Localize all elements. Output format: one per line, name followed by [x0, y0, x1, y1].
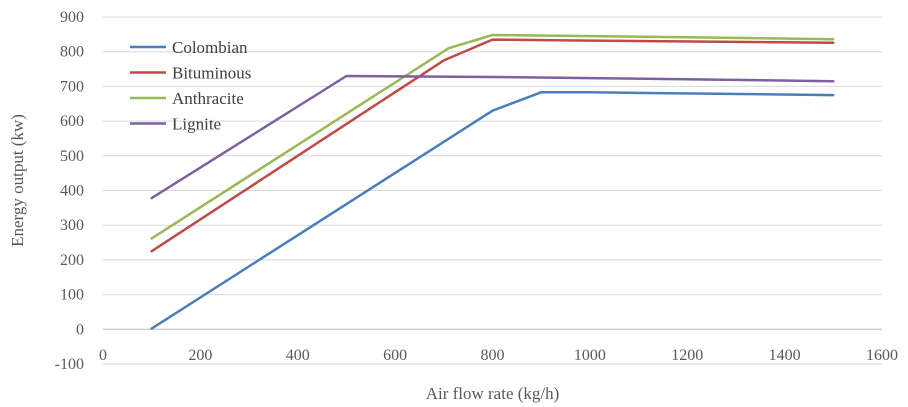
x-tick-label: 1000 [574, 347, 606, 364]
axes: -100 0 100 200 300 400 500 600 700 800 900 0 200 400 6… [55, 9, 898, 373]
legend: Colombian Bituminous Anthracite Lignite [130, 38, 251, 134]
x-tick-label: 200 [188, 347, 212, 364]
legend-label-anthracite: Anthracite [172, 89, 244, 108]
legend-label-bituminous: Bituminous [172, 64, 251, 83]
y-tick-label: 700 [60, 78, 84, 95]
x-tick-label: 800 [481, 347, 505, 364]
y-tick-label: 400 [60, 183, 84, 200]
x-tick-label: 1600 [866, 347, 898, 364]
y-tick-label: 800 [60, 44, 84, 61]
y-tick-label: 200 [60, 252, 84, 269]
series-line-bituminous [150, 38, 835, 253]
series-lines [150, 33, 835, 330]
y-tick-label: 500 [60, 148, 84, 165]
y-tick-label: 600 [60, 113, 84, 130]
x-axis-title: Air flow rate (kg/h) [426, 384, 560, 403]
y-tick-label: 900 [60, 9, 84, 26]
y-tick-label: 100 [60, 287, 84, 304]
x-tick-label: 1400 [769, 347, 801, 364]
x-tick-label: 600 [383, 347, 407, 364]
y-tick-label: -100 [55, 356, 84, 373]
x-tick-label: 0 [99, 347, 107, 364]
gridlines [103, 16, 882, 365]
series-line-lignite [150, 74, 835, 200]
x-tick-label: 1200 [671, 347, 703, 364]
x-tick-label: 400 [286, 347, 310, 364]
legend-label-colombian: Colombian [172, 38, 248, 57]
y-axis-title: Energy output (kw) [8, 114, 27, 247]
y-tick-label: 0 [76, 321, 84, 338]
series-line-colombian [150, 91, 835, 330]
series-line-anthracite [150, 33, 835, 240]
y-tick-label: 300 [60, 217, 84, 234]
legend-label-lignite: Lignite [172, 115, 221, 134]
